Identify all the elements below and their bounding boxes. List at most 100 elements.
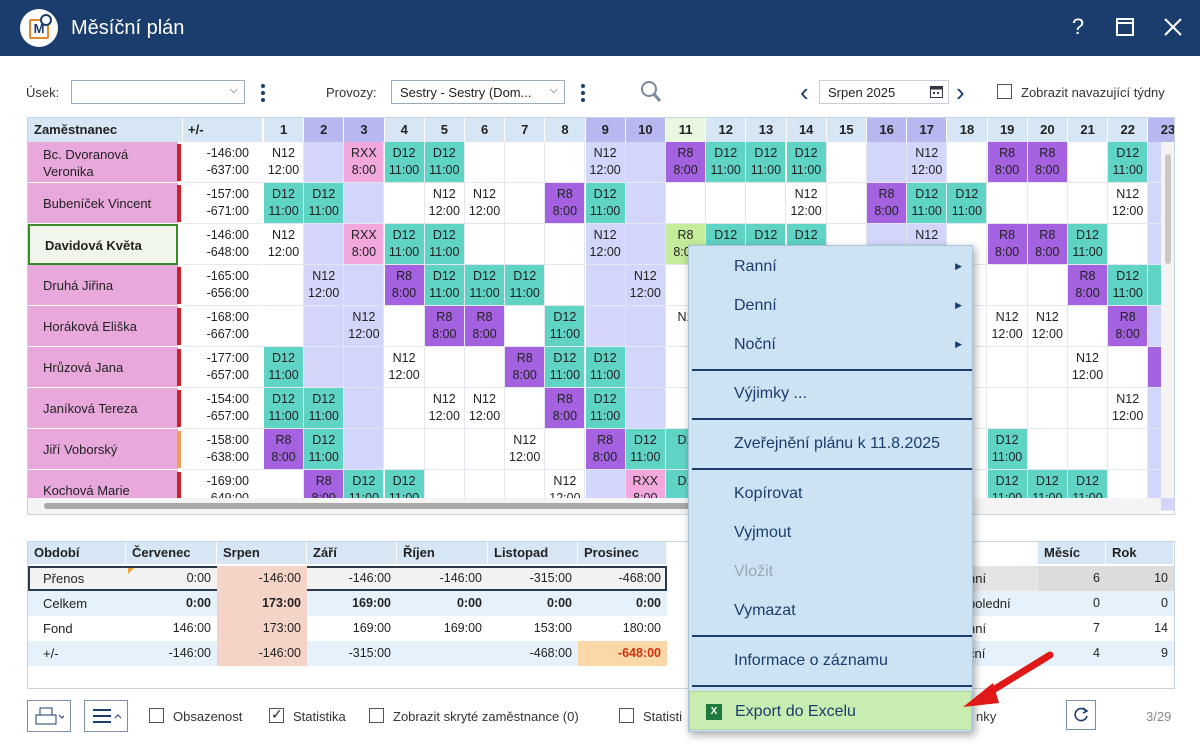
shift-cell[interactable] xyxy=(1068,429,1108,470)
menu-item-4[interactable]: Zveřejnění plánu k 11.8.2025 xyxy=(689,424,972,463)
shift-cell[interactable] xyxy=(465,142,505,183)
day-header-7[interactable]: 7 xyxy=(505,118,546,142)
employee-name[interactable]: Horáková Eliška xyxy=(28,306,178,347)
shift-cell[interactable] xyxy=(987,347,1028,388)
shift-cell[interactable]: D12 11:00 xyxy=(505,265,546,306)
shift-cell[interactable]: D12 11:00 xyxy=(304,183,345,224)
shift-cell[interactable]: D12 11:00 xyxy=(1068,224,1108,265)
shift-cell[interactable]: D12 11:00 xyxy=(384,142,425,183)
day-header-22[interactable]: 22 xyxy=(1108,118,1149,142)
shift-cell[interactable] xyxy=(424,347,465,388)
shift-cell[interactable] xyxy=(987,183,1028,224)
day-header-9[interactable]: 9 xyxy=(585,118,626,142)
shift-cell[interactable]: R8 8:00 xyxy=(465,306,505,347)
statistiky-checkbox[interactable] xyxy=(619,708,634,723)
menu-item-10[interactable]: Export do Excelu X xyxy=(689,691,972,730)
shift-cell[interactable]: R8 8:00 xyxy=(585,429,626,470)
shift-cell[interactable] xyxy=(585,306,626,347)
stats-row[interactable] xyxy=(28,641,667,666)
shift-cell[interactable] xyxy=(1108,347,1149,388)
shift-cell[interactable] xyxy=(545,224,586,265)
day-header-23[interactable]: 23 xyxy=(1148,118,1174,142)
refresh-button[interactable] xyxy=(1066,700,1096,730)
help-button[interactable]: ? xyxy=(1071,14,1085,39)
shift-cell[interactable] xyxy=(545,429,586,470)
shift-cell[interactable]: D12 11:00 xyxy=(264,388,304,429)
shift-cell[interactable]: N12 12:00 xyxy=(505,429,546,470)
month-picker[interactable]: Srpen 2025 xyxy=(819,80,949,104)
shift-cell[interactable]: D12 11:00 xyxy=(987,429,1028,470)
shift-cell[interactable] xyxy=(987,388,1028,429)
shift-cell[interactable] xyxy=(625,142,666,183)
shift-cell[interactable] xyxy=(304,306,345,347)
shift-cell[interactable]: N12 12:00 xyxy=(1027,306,1068,347)
shift-cell[interactable] xyxy=(344,347,385,388)
shift-cell[interactable]: D12 11:00 xyxy=(545,306,586,347)
shift-cell[interactable]: D12 11:00 xyxy=(625,429,666,470)
employee-name[interactable]: Davidová Květa xyxy=(28,224,178,265)
day-header-18[interactable]: 18 xyxy=(947,118,988,142)
stats-row[interactable] xyxy=(28,616,667,641)
menu-button[interactable] xyxy=(84,700,128,732)
shift-cell[interactable]: D12 11:00 xyxy=(424,265,465,306)
print-menu-button[interactable] xyxy=(27,700,71,732)
stats-row[interactable] xyxy=(28,591,667,616)
shift-cell[interactable] xyxy=(505,388,546,429)
shift-cell[interactable] xyxy=(344,183,385,224)
shift-cell[interactable]: N12 12:00 xyxy=(1108,388,1149,429)
shift-cell[interactable]: R8 8:00 xyxy=(1068,265,1108,306)
provozy-select[interactable]: Sestry - Sestry (Dom... ⌵ xyxy=(391,80,565,104)
shift-cell[interactable]: N12 12:00 xyxy=(264,142,304,183)
shift-cell[interactable] xyxy=(625,224,666,265)
shift-cell[interactable] xyxy=(465,429,505,470)
shift-cell[interactable] xyxy=(384,429,425,470)
shift-cell[interactable]: N12 12:00 xyxy=(465,183,505,224)
menu-item-2[interactable]: Noční ▶ xyxy=(689,325,972,364)
shift-cell[interactable] xyxy=(384,183,425,224)
shift-cell[interactable] xyxy=(947,142,988,183)
menu-item-8[interactable]: Vymazat xyxy=(689,591,972,630)
shift-cell[interactable]: R8 8:00 xyxy=(987,142,1028,183)
shift-cell[interactable] xyxy=(465,347,505,388)
shift-cell[interactable] xyxy=(384,388,425,429)
shift-cell[interactable] xyxy=(384,306,425,347)
shift-cell[interactable]: R8 8:00 xyxy=(987,224,1028,265)
statistika-checkbox[interactable] xyxy=(269,706,284,723)
shift-cell[interactable] xyxy=(1108,224,1149,265)
shift-cell[interactable]: N12 12:00 xyxy=(1068,347,1108,388)
shift-cell[interactable] xyxy=(344,265,385,306)
day-header-14[interactable]: 14 xyxy=(786,118,827,142)
stats-row[interactable] xyxy=(28,566,667,591)
shift-cell[interactable] xyxy=(545,265,586,306)
usek-more-icon[interactable] xyxy=(261,84,265,105)
shift-cell[interactable]: N12 12:00 xyxy=(304,265,345,306)
shift-cell[interactable] xyxy=(505,183,546,224)
menu-item-9[interactable]: Informace o záznamu xyxy=(689,641,972,680)
shift-cell[interactable] xyxy=(344,388,385,429)
shift-cell[interactable]: D12 11:00 xyxy=(585,388,626,429)
hidden-employees-checkbox[interactable] xyxy=(369,708,384,723)
day-header-2[interactable]: 2 xyxy=(304,118,345,142)
shift-cell[interactable]: R8 8:00 xyxy=(1027,224,1068,265)
shift-cell[interactable]: R8 8:00 xyxy=(505,347,546,388)
shift-cell[interactable]: R8 8:00 xyxy=(666,142,706,183)
shift-cell[interactable] xyxy=(1068,183,1108,224)
employee-name[interactable]: Bubeníček Vincent xyxy=(28,183,178,224)
day-header-16[interactable]: 16 xyxy=(867,118,908,142)
shift-cell[interactable] xyxy=(585,265,626,306)
shift-cell[interactable]: RXX 8:00 xyxy=(344,142,385,183)
day-header-17[interactable]: 17 xyxy=(907,118,948,142)
day-header-21[interactable]: 21 xyxy=(1068,118,1109,142)
day-header-4[interactable]: 4 xyxy=(384,118,425,142)
menu-item-0[interactable]: Ranní ▶ xyxy=(689,247,972,286)
shift-cell[interactable]: D12 11:00 xyxy=(304,388,345,429)
provozy-more-icon[interactable] xyxy=(581,84,585,105)
shift-cell[interactable]: N12 12:00 xyxy=(786,183,827,224)
shift-cell[interactable]: N12 12:00 xyxy=(424,183,465,224)
shift-cell[interactable]: N12 12:00 xyxy=(625,265,666,306)
shift-cell[interactable]: RXX 8:00 xyxy=(344,224,385,265)
menu-item-5[interactable]: Kopírovat xyxy=(689,474,972,513)
shift-cell[interactable] xyxy=(826,142,867,183)
day-header-20[interactable]: 20 xyxy=(1027,118,1068,142)
prev-month-icon[interactable]: ‹ xyxy=(800,77,809,107)
